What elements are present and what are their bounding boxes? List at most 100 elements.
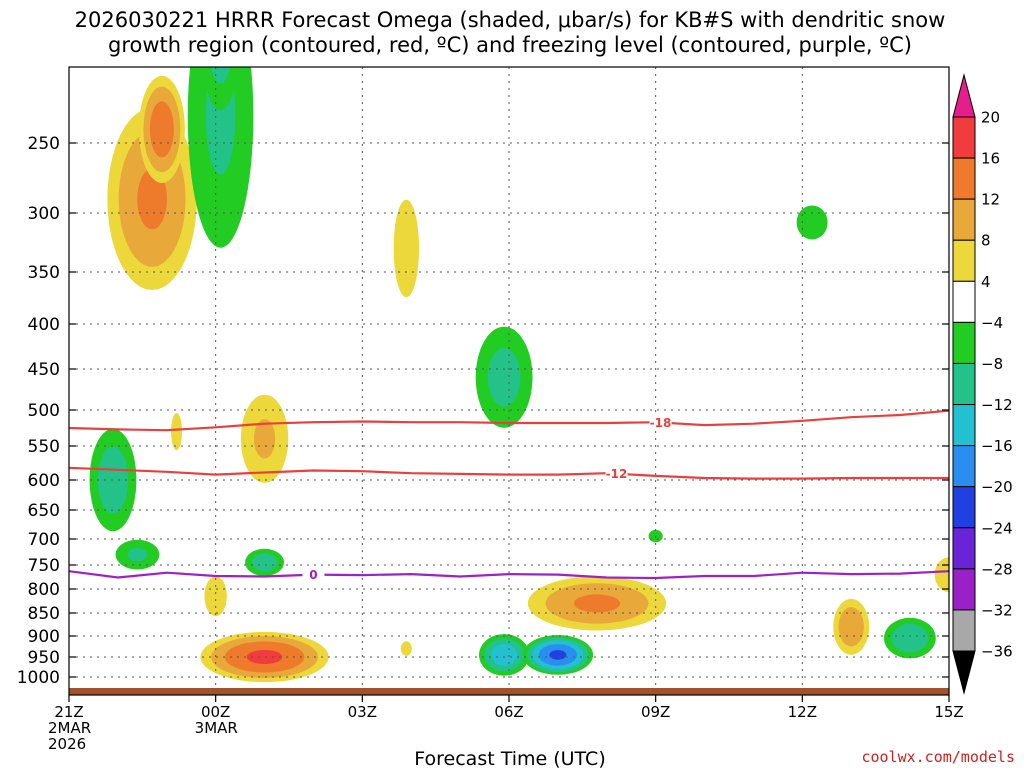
isotherm-label-bg [605, 466, 628, 481]
omega-cell [934, 557, 949, 592]
colorbar: 20 16 12 8 4 −4 −8 −12 −16 −20 −24 −28 −32 −36 [952, 73, 1013, 695]
credit-text: coolwx.com/models [861, 748, 1015, 766]
colorbar-bin [952, 527, 976, 570]
isotherm-label: -18 [650, 416, 672, 430]
colorbar-bin [952, 445, 976, 488]
isotherm--12: -12 [69, 466, 949, 481]
omega-contour-band [891, 623, 929, 653]
omega-contour-band [796, 205, 828, 240]
chart-title-line-2: growth region (contoured, red, ºC) and f… [108, 33, 912, 57]
colorbar-label: 8 [981, 232, 991, 250]
omega-contour-band [127, 547, 148, 562]
y-tick-label: 550 [28, 437, 60, 457]
omega-contour-band [210, 67, 231, 84]
x-tick-label: 03Z [348, 703, 377, 721]
y-tick-label: 600 [28, 471, 60, 491]
colorbar-bin [952, 239, 976, 282]
isotherm-label: -12 [606, 467, 628, 481]
colorbar-label: 16 [981, 150, 1000, 168]
y-tick-label: 300 [28, 204, 60, 224]
colorbar-bin [952, 486, 976, 529]
colorbar-label: 12 [981, 191, 1000, 209]
x-tick-label: 09Z [641, 703, 670, 721]
y-tick-label: 700 [28, 530, 60, 550]
x-tick-label: 2MAR [48, 719, 91, 737]
x-tick-label: 00Z [201, 703, 230, 721]
omega-contour-band [171, 413, 183, 451]
omega-contour-band [838, 607, 864, 647]
isotherm-0: 0 [69, 567, 949, 582]
omega-contour-band [251, 553, 278, 572]
x-axis-label: Forecast Time (UTC) [414, 748, 605, 768]
colorbar-bin [952, 280, 976, 323]
omega-contour-band [573, 594, 621, 613]
colorbar-bin [952, 198, 976, 241]
colorbar-label: −20 [981, 478, 1013, 496]
isotherm-label: 0 [309, 568, 317, 582]
y-tick-label: 1000 [17, 668, 60, 688]
y-tick-label: 800 [28, 580, 60, 600]
y-axis: 250 300 350 400 450 500 550 600 650 700 750 800 850 9… [17, 134, 949, 688]
colorbar-bin [952, 609, 976, 652]
x-tick-label: 3MAR [195, 719, 238, 737]
colorbar-label: −24 [981, 519, 1013, 537]
y-tick-label: 400 [28, 315, 60, 335]
omega-cell [245, 548, 285, 577]
y-tick-label: 500 [28, 401, 60, 421]
omega-cell [202, 67, 239, 111]
x-tick-label: 15Z [934, 703, 963, 721]
omega-cell [400, 641, 412, 656]
x-tick-label: 06Z [494, 703, 523, 721]
chart-title-line-1: 2026030221 HRRR Forecast Omega (shaded, … [75, 8, 946, 32]
omega-cell [240, 394, 289, 483]
omega-contour-band [253, 419, 276, 459]
omega-contour-band [149, 101, 174, 158]
omega-cell [833, 598, 870, 655]
omega-contour-band [137, 168, 168, 230]
omega-cell [200, 631, 329, 683]
colorbar-over-triangle [952, 73, 976, 118]
isotherm-line [69, 466, 949, 480]
isotherm-line [69, 570, 949, 580]
omega-contour-band [246, 650, 283, 664]
omega-cell [522, 635, 594, 675]
omega-cell [475, 326, 533, 428]
colorbar-label: −32 [981, 601, 1013, 619]
y-tick-label: 900 [28, 627, 60, 647]
omega-contour-band [549, 650, 567, 660]
isotherm-line [69, 409, 949, 432]
omega-cell [796, 205, 828, 240]
y-tick-label: 850 [28, 604, 60, 624]
ground-surface-bar [69, 688, 949, 695]
x-tick-label: 21Z [54, 703, 83, 721]
colorbar-bin [952, 568, 976, 611]
omega-cell [479, 634, 530, 676]
omega-cell [115, 539, 160, 570]
omega-contour-band [487, 348, 521, 407]
y-tick-label: 250 [28, 134, 60, 154]
omega-shading-layer [89, 67, 949, 683]
colorbar-label: 4 [981, 273, 991, 291]
isotherm--18: -18 [69, 409, 949, 432]
colorbar-label: −12 [981, 396, 1013, 414]
y-tick-label: 350 [28, 263, 60, 283]
colorbar-label: −4 [981, 314, 1003, 332]
x-tick-label: 12Z [788, 703, 817, 721]
y-tick-label: 950 [28, 648, 60, 668]
colorbar-bin [952, 404, 976, 447]
y-tick-label: 650 [28, 501, 60, 521]
omega-cell [527, 576, 667, 631]
y-tick-label: 750 [28, 556, 60, 576]
omega-contour-band [400, 641, 412, 656]
omega-contour-band [202, 67, 239, 111]
colorbar-label: −36 [981, 643, 1013, 661]
omega-cell [204, 576, 227, 617]
colorbar-bin [952, 157, 976, 200]
omega-cell [138, 75, 185, 183]
omega-cell [883, 617, 936, 659]
isotherm-label-bg [302, 567, 325, 582]
colorbar-label: −28 [981, 560, 1013, 578]
omega-contour-band [204, 576, 227, 617]
x-tick-label: 2026 [48, 735, 86, 753]
